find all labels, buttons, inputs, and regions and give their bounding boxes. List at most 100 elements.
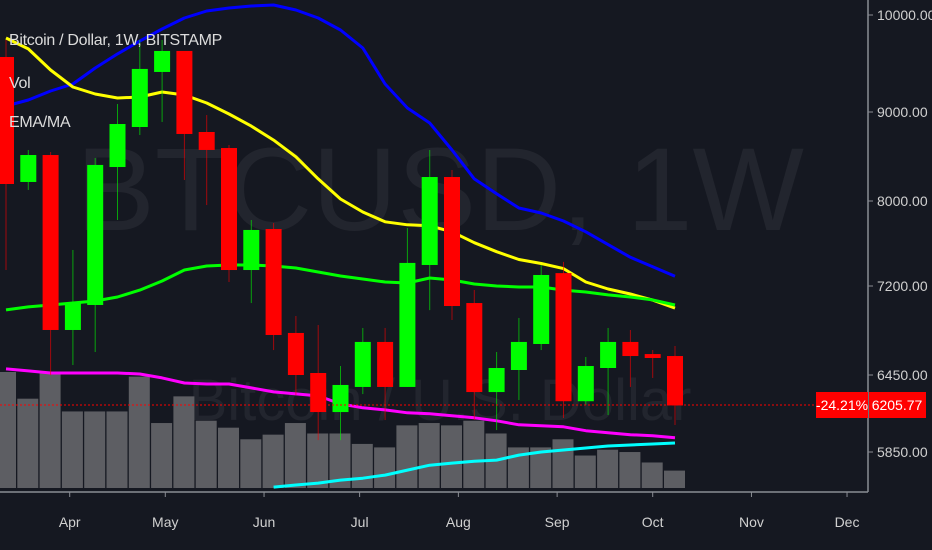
last-price-value: 6205.77 — [872, 397, 923, 413]
time-tick-label: Oct — [642, 514, 664, 530]
legend-symbol[interactable]: Bitcoin / Dollar, 1W, BITSTAMP — [9, 32, 222, 49]
candle[interactable] — [555, 261, 572, 418]
time-tick-label: May — [152, 514, 178, 530]
volume-bar — [351, 443, 373, 488]
candle[interactable] — [265, 222, 282, 351]
candle-body — [265, 229, 282, 335]
volume-bar — [284, 423, 306, 488]
candles — [0, 40, 683, 441]
candle[interactable] — [399, 227, 416, 387]
candle-body — [20, 155, 37, 182]
volume-bar — [396, 425, 418, 488]
volume-bar — [307, 433, 329, 488]
volume-bar — [329, 433, 351, 488]
volume-bar — [530, 447, 552, 488]
candle[interactable] — [109, 103, 126, 220]
volume-bar — [262, 434, 284, 488]
volume-bar — [61, 411, 83, 488]
price-tick-label: 8000.00 — [877, 193, 928, 209]
candle-body — [243, 229, 260, 271]
price-tick-label: 6450.00 — [877, 367, 928, 383]
candle[interactable] — [667, 346, 683, 425]
candle[interactable] — [533, 264, 550, 351]
time-tick-label: Jul — [351, 514, 369, 530]
candle[interactable] — [131, 40, 148, 136]
volume-bar — [619, 452, 641, 488]
candle[interactable] — [243, 219, 260, 304]
volume-bar — [128, 376, 150, 488]
candle-body — [399, 262, 416, 387]
time-tick-label: Apr — [59, 514, 81, 530]
candle[interactable] — [20, 149, 37, 190]
candle-body — [667, 356, 683, 406]
candle[interactable] — [221, 144, 237, 282]
candle[interactable] — [198, 115, 215, 206]
volume-bar — [664, 470, 685, 488]
candle[interactable] — [421, 149, 438, 311]
candle[interactable] — [42, 151, 59, 375]
candle[interactable] — [310, 325, 327, 441]
candle-body — [421, 177, 438, 265]
volume-bar — [641, 462, 663, 488]
price-tick-label: 7200.00 — [877, 278, 928, 294]
volume-bar — [151, 423, 173, 488]
volume-bar — [441, 425, 462, 488]
candle[interactable] — [354, 327, 371, 395]
legend-ema-ma[interactable]: EMA/MA — [9, 114, 71, 131]
legend-volume[interactable]: Vol — [9, 75, 31, 92]
candle-body — [310, 372, 327, 413]
volume-bar — [39, 373, 61, 488]
candle-body — [488, 368, 505, 393]
time-tick-label: Dec — [835, 514, 860, 530]
candle-body — [555, 273, 572, 402]
volume-bar — [240, 439, 262, 488]
price-tick-label: 5850.00 — [877, 444, 928, 460]
candle-body — [600, 341, 617, 369]
time-axis[interactable]: Apr May Jun Jul Aug Sep Oct Nov Dec — [59, 492, 860, 530]
candle-body — [64, 303, 81, 330]
candle-body — [87, 164, 104, 305]
candle-body — [332, 384, 349, 413]
candle-body — [221, 148, 237, 271]
candle-body — [154, 50, 171, 72]
price-axis[interactable]: 10000.00 9000.00 8000.00 7200.00 6450.00 5850… — [868, 7, 932, 460]
candle-body — [644, 354, 661, 358]
candle-body — [0, 57, 14, 185]
volume-bar — [173, 396, 195, 488]
candle[interactable] — [466, 290, 483, 421]
volume-bar — [106, 411, 128, 488]
candle[interactable] — [577, 357, 594, 406]
candle-body — [444, 177, 460, 307]
candle[interactable] — [488, 351, 505, 431]
candle[interactable] — [622, 329, 639, 387]
candle-body — [109, 124, 126, 168]
candle[interactable] — [644, 350, 661, 378]
candle[interactable] — [87, 158, 104, 352]
price-tick-label: 10000.00 — [877, 7, 932, 23]
time-tick-label: Sep — [545, 514, 570, 530]
volume-bar — [552, 439, 574, 488]
time-tick-label: Aug — [446, 514, 471, 530]
candle[interactable] — [154, 40, 171, 122]
candle[interactable] — [176, 50, 193, 180]
volume-bar — [218, 427, 239, 488]
candle-body — [510, 341, 527, 370]
candle-body — [354, 341, 371, 387]
candle[interactable] — [600, 327, 617, 416]
volume-bar — [0, 372, 16, 488]
indicator-line-2 — [5, 263, 676, 312]
volume-bar — [374, 447, 396, 488]
candle[interactable] — [444, 170, 460, 320]
volume-bar — [597, 449, 619, 488]
volume-bar — [418, 423, 440, 488]
volume-bar — [17, 398, 39, 488]
candle-body — [622, 341, 639, 357]
candle[interactable] — [510, 317, 527, 400]
price-tick-label: 9000.00 — [877, 104, 928, 120]
time-tick-label: Nov — [739, 514, 764, 530]
volume-bar — [574, 455, 596, 488]
candle[interactable] — [0, 40, 14, 271]
candle[interactable] — [64, 249, 81, 366]
candle[interactable] — [287, 315, 304, 396]
